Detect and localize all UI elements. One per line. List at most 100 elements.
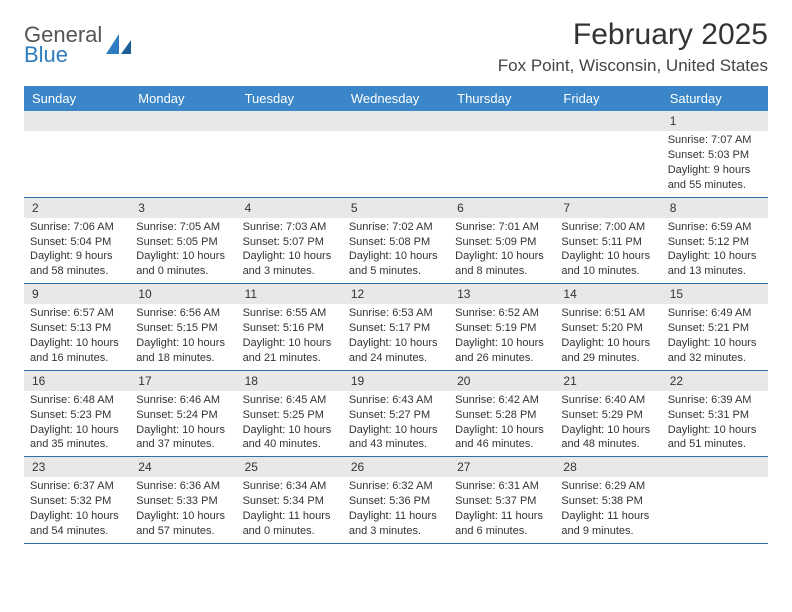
sunset-text: Sunset: 5:28 PM [455,408,549,423]
week-row: 1Sunrise: 7:07 AMSunset: 5:03 PMDaylight… [24,111,768,198]
calendar-grid: SundayMondayTuesdayWednesdayThursdayFrid… [24,86,768,544]
month-title: February 2025 [498,18,768,52]
day-number: 18 [237,371,343,391]
week-row: 23Sunrise: 6:37 AMSunset: 5:32 PMDayligh… [24,457,768,544]
day-body: Sunrise: 6:52 AMSunset: 5:19 PMDaylight:… [449,304,555,369]
day-number: 26 [343,457,449,477]
day-number: 19 [343,371,449,391]
day-cell: 27Sunrise: 6:31 AMSunset: 5:37 PMDayligh… [449,457,555,543]
day-body: Sunrise: 7:00 AMSunset: 5:11 PMDaylight:… [555,218,661,283]
daylight-text: Daylight: 10 hours and 26 minutes. [455,336,549,366]
daylight-text: Daylight: 10 hours and 13 minutes. [668,249,762,279]
sunset-text: Sunset: 5:33 PM [136,494,230,509]
sunrise-text: Sunrise: 6:49 AM [668,306,762,321]
day-body [343,131,449,137]
daylight-text: Daylight: 10 hours and 24 minutes. [349,336,443,366]
weekday-header-monday: Monday [130,86,236,111]
day-cell: 23Sunrise: 6:37 AMSunset: 5:32 PMDayligh… [24,457,130,543]
week-row: 9Sunrise: 6:57 AMSunset: 5:13 PMDaylight… [24,284,768,371]
sunset-text: Sunset: 5:15 PM [136,321,230,336]
day-cell: 13Sunrise: 6:52 AMSunset: 5:19 PMDayligh… [449,284,555,370]
day-number [237,111,343,131]
sunrise-text: Sunrise: 7:00 AM [561,220,655,235]
daylight-text: Daylight: 10 hours and 8 minutes. [455,249,549,279]
sunrise-text: Sunrise: 6:31 AM [455,479,549,494]
day-number: 27 [449,457,555,477]
daylight-text: Daylight: 10 hours and 18 minutes. [136,336,230,366]
day-body [24,131,130,137]
day-number [343,111,449,131]
day-body: Sunrise: 7:02 AMSunset: 5:08 PMDaylight:… [343,218,449,283]
day-body: Sunrise: 6:29 AMSunset: 5:38 PMDaylight:… [555,477,661,542]
day-number: 28 [555,457,661,477]
day-body: Sunrise: 7:01 AMSunset: 5:09 PMDaylight:… [449,218,555,283]
day-body: Sunrise: 6:48 AMSunset: 5:23 PMDaylight:… [24,391,130,456]
sunset-text: Sunset: 5:31 PM [668,408,762,423]
daylight-text: Daylight: 9 hours and 58 minutes. [30,249,124,279]
day-number: 6 [449,198,555,218]
sunrise-text: Sunrise: 7:01 AM [455,220,549,235]
day-number: 2 [24,198,130,218]
daylight-text: Daylight: 10 hours and 5 minutes. [349,249,443,279]
day-cell: 8 Sunrise: 6:59 AMSunset: 5:12 PMDaylight… [662,198,768,284]
sunrise-text: Sunrise: 6:37 AM [30,479,124,494]
sunset-text: Sunset: 5:21 PM [668,321,762,336]
day-body [555,131,661,137]
day-cell: 12Sunrise: 6:53 AMSunset: 5:17 PMDayligh… [343,284,449,370]
sunset-text: Sunset: 5:27 PM [349,408,443,423]
sunset-text: Sunset: 5:05 PM [136,235,230,250]
sunset-text: Sunset: 5:04 PM [30,235,124,250]
day-body: Sunrise: 7:06 AMSunset: 5:04 PMDaylight:… [24,218,130,283]
day-cell: 3Sunrise: 7:05 AMSunset: 5:05 PMDaylight… [130,198,236,284]
day-cell [555,111,661,197]
sunset-text: Sunset: 5:12 PM [668,235,762,250]
day-body: Sunrise: 6:55 AMSunset: 5:16 PMDaylight:… [237,304,343,369]
day-number: 14 [555,284,661,304]
day-number: 17 [130,371,236,391]
sunrise-text: Sunrise: 6:29 AM [561,479,655,494]
day-body: Sunrise: 6:45 AMSunset: 5:25 PMDaylight:… [237,391,343,456]
day-number: 10 [130,284,236,304]
day-number [555,111,661,131]
day-number: 4 [237,198,343,218]
day-cell: 21Sunrise: 6:40 AMSunset: 5:29 PMDayligh… [555,371,661,457]
day-number: 7 [555,198,661,218]
day-number: 12 [343,284,449,304]
day-body [130,131,236,137]
day-number: 21 [555,371,661,391]
day-body [662,477,768,483]
day-number: 15 [662,284,768,304]
sunset-text: Sunset: 5:08 PM [349,235,443,250]
day-number: 24 [130,457,236,477]
day-cell: 4Sunrise: 7:03 AMSunset: 5:07 PMDaylight… [237,198,343,284]
sunrise-text: Sunrise: 6:59 AM [668,220,762,235]
day-body: Sunrise: 6:43 AMSunset: 5:27 PMDaylight:… [343,391,449,456]
sunset-text: Sunset: 5:25 PM [243,408,337,423]
day-cell: 24Sunrise: 6:36 AMSunset: 5:33 PMDayligh… [130,457,236,543]
daylight-text: Daylight: 10 hours and 57 minutes. [136,509,230,539]
day-number: 8 [662,198,768,218]
sunset-text: Sunset: 5:16 PM [243,321,337,336]
daylight-text: Daylight: 10 hours and 51 minutes. [668,423,762,453]
day-number [662,457,768,477]
day-cell [130,111,236,197]
day-body: Sunrise: 6:31 AMSunset: 5:37 PMDaylight:… [449,477,555,542]
day-number: 13 [449,284,555,304]
day-cell: 25Sunrise: 6:34 AMSunset: 5:34 PMDayligh… [237,457,343,543]
sunrise-text: Sunrise: 6:39 AM [668,393,762,408]
daylight-text: Daylight: 10 hours and 43 minutes. [349,423,443,453]
day-cell: 18Sunrise: 6:45 AMSunset: 5:25 PMDayligh… [237,371,343,457]
sunset-text: Sunset: 5:19 PM [455,321,549,336]
weekday-header-row: SundayMondayTuesdayWednesdayThursdayFrid… [24,86,768,111]
day-cell [662,457,768,543]
day-cell: 26Sunrise: 6:32 AMSunset: 5:36 PMDayligh… [343,457,449,543]
day-number [24,111,130,131]
day-cell [24,111,130,197]
day-number: 16 [24,371,130,391]
sunset-text: Sunset: 5:29 PM [561,408,655,423]
sunset-text: Sunset: 5:34 PM [243,494,337,509]
day-body: Sunrise: 6:56 AMSunset: 5:15 PMDaylight:… [130,304,236,369]
day-body [237,131,343,137]
logo-text-line2: Blue [24,44,102,66]
sunset-text: Sunset: 5:13 PM [30,321,124,336]
